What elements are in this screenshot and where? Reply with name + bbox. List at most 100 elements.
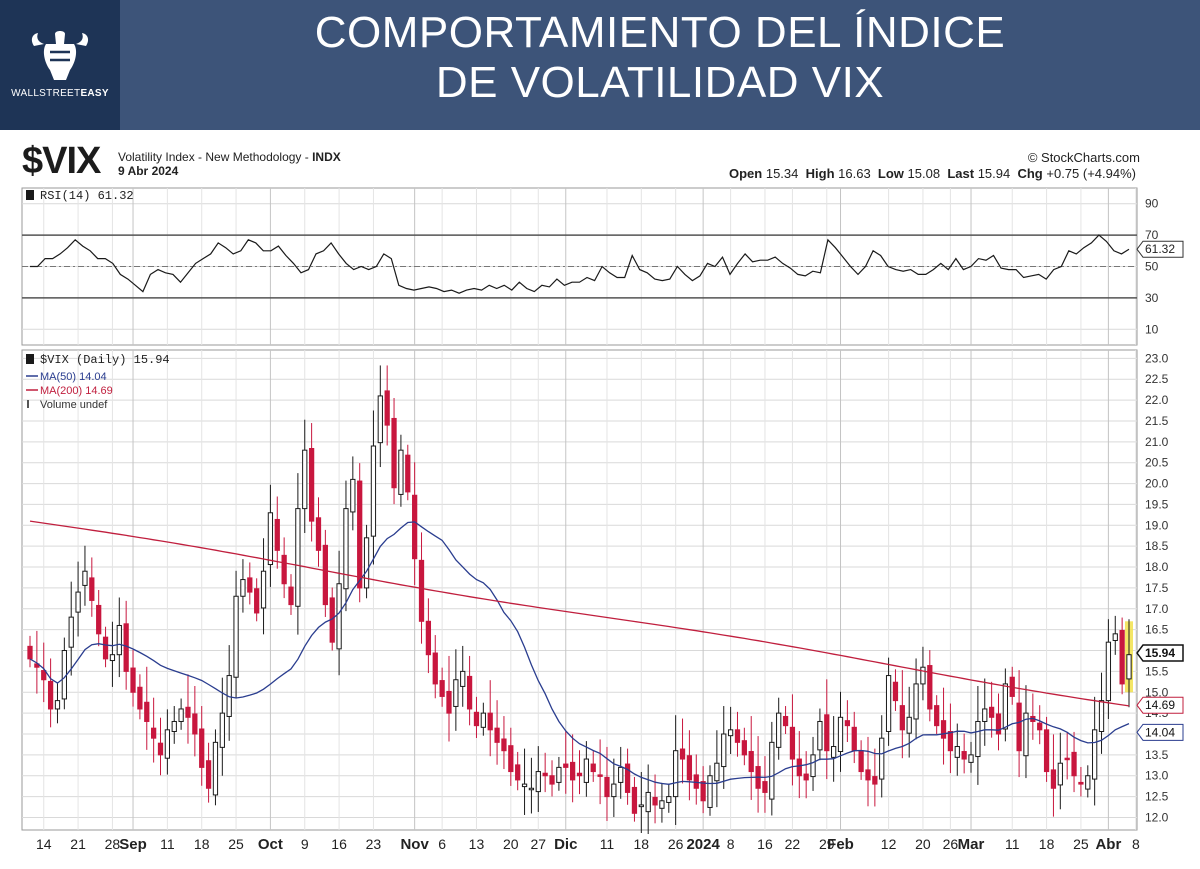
candle-body <box>995 713 1002 735</box>
candle-body <box>618 766 624 783</box>
banner-title-line1: COMPORTAMIENTO DEL ÍNDICE <box>314 8 1006 57</box>
open-value: 15.34 <box>765 166 799 181</box>
candle-body <box>343 508 349 590</box>
rsi-legend-label: RSI(14) 61.32 <box>40 189 134 203</box>
candle-body <box>501 738 507 752</box>
candle-body <box>1050 769 1057 789</box>
candle-body <box>315 517 322 551</box>
candle-body <box>824 714 830 752</box>
candle-body <box>624 763 631 793</box>
price-tick-label: 18.0 <box>1145 560 1169 574</box>
candle-body <box>157 742 164 756</box>
candle-body <box>288 586 294 606</box>
candle-body <box>1043 729 1050 773</box>
candle-body <box>384 390 390 426</box>
candle-body <box>638 804 644 808</box>
candle-body <box>494 727 500 743</box>
last-price-label: 15.94 <box>1145 646 1175 660</box>
candle-body <box>453 679 459 707</box>
candle-body <box>1098 700 1105 732</box>
candle-body <box>1023 712 1029 757</box>
candle-body <box>308 448 315 522</box>
candle-body <box>652 796 658 806</box>
price-tick-label: 16.5 <box>1145 623 1169 637</box>
candle-body <box>521 783 528 788</box>
x-tick-label: 26 <box>668 836 684 852</box>
candle-body <box>54 700 61 710</box>
credit-label: © StockCharts.com <box>1027 150 1140 165</box>
candle-body <box>858 750 864 773</box>
candle-body <box>377 395 383 444</box>
price-tick-label: 17.0 <box>1145 602 1169 616</box>
price-tick-label: 20.0 <box>1145 477 1169 491</box>
x-tick-label: 22 <box>785 836 801 852</box>
x-tick-label: 29 <box>819 836 835 852</box>
candle-body <box>219 712 225 748</box>
x-tick-label: 16 <box>757 836 773 852</box>
description-prefix: Volatility Index - New Methodology - <box>118 150 313 164</box>
candle-body <box>473 711 480 727</box>
candle-body <box>439 680 445 697</box>
candle-body <box>192 713 198 735</box>
banner: COMPORTAMIENTO DEL ÍNDICE DE VOLATILIDAD… <box>0 0 1200 130</box>
candle-body <box>968 754 974 763</box>
x-tick-label: 8 <box>727 836 735 852</box>
candle-body <box>1002 683 1008 730</box>
banner-title-line2: DE VOLATILIDAD VIX <box>435 58 885 107</box>
price-legend-label: $VIX (Daily) 15.94 <box>40 353 170 367</box>
candle-body <box>1112 633 1118 642</box>
candle-body <box>412 494 418 560</box>
price-tick-label: 15.0 <box>1145 685 1169 699</box>
candle-body <box>927 665 933 710</box>
candle-body <box>363 537 370 589</box>
candle-body <box>350 478 356 513</box>
candle-body <box>446 690 452 714</box>
candle-body <box>1126 654 1132 680</box>
price-tick-label: 13.0 <box>1145 769 1169 783</box>
candle-body <box>920 666 926 685</box>
candle-body <box>116 624 122 656</box>
ma200-end-tag <box>1136 696 1184 714</box>
candle-body <box>631 786 638 814</box>
x-tick-label: 18 <box>194 836 210 852</box>
candle-body <box>96 604 102 635</box>
x-tick-label: 9 <box>301 836 309 852</box>
candle-body <box>899 705 905 731</box>
price-panel: 23.0 22.5 22.0 21.5 21.0 20.5 20.0 19.5 19.0 18.5… <box>21 349 1184 835</box>
candle-body <box>267 512 274 566</box>
candle-body <box>576 772 583 777</box>
candle-body <box>274 518 280 551</box>
open-label: Open <box>728 166 763 181</box>
candle-body <box>405 454 411 493</box>
price-tick-label: 23.0 <box>1145 351 1169 365</box>
candle-body <box>982 708 988 722</box>
candle-body <box>961 751 967 760</box>
candle-body <box>1078 781 1084 785</box>
candle-body <box>906 716 912 734</box>
candle-body <box>879 737 885 780</box>
x-tick-label: 28 <box>105 836 121 852</box>
candle-body <box>604 776 610 798</box>
candle-body <box>727 729 734 737</box>
candle-body <box>556 766 562 783</box>
x-tick-label: 27 <box>530 836 546 852</box>
x-tick-label: Dic <box>554 836 577 853</box>
candle-body <box>1037 722 1043 731</box>
rsi-tick-label: 70 <box>1145 228 1159 242</box>
candle-body <box>1016 702 1022 752</box>
candle-body <box>302 449 308 510</box>
x-tick-label: Feb <box>827 836 854 853</box>
candle-body <box>721 733 727 768</box>
candle-body <box>1105 641 1112 702</box>
candle-body <box>988 706 995 718</box>
x-tick-label: Mar <box>958 836 985 853</box>
candle-body <box>432 652 438 685</box>
high-value: 16.63 <box>838 166 871 181</box>
candle-body <box>1071 751 1077 777</box>
candle-body <box>68 616 74 648</box>
x-tick-label: 11 <box>1005 836 1020 852</box>
brand-name: WALLSTREETEASY <box>0 88 120 99</box>
x-tick-label: 11 <box>600 836 615 852</box>
candle-body <box>817 720 823 751</box>
price-tick-label: 19.5 <box>1145 497 1169 511</box>
